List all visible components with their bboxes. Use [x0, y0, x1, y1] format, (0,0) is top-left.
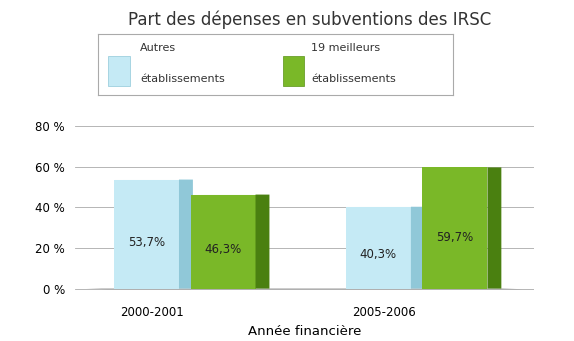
Polygon shape: [411, 207, 425, 288]
Text: Part des dépenses en subventions des IRSC: Part des dépenses en subventions des IRS…: [129, 10, 491, 29]
Text: 59,7%: 59,7%: [436, 231, 474, 244]
Bar: [346, 207, 411, 288]
Text: 40,3%: 40,3%: [360, 248, 397, 261]
Text: 46,3%: 46,3%: [204, 242, 242, 256]
Text: Autres: Autres: [140, 43, 176, 53]
Polygon shape: [179, 180, 193, 288]
Bar: [191, 195, 255, 288]
Polygon shape: [487, 167, 501, 288]
FancyBboxPatch shape: [108, 56, 130, 86]
Bar: [114, 180, 179, 288]
Text: 19 meilleurs: 19 meilleurs: [311, 43, 380, 53]
Bar: [422, 167, 487, 288]
Text: établissements: établissements: [140, 74, 225, 84]
FancyBboxPatch shape: [282, 56, 304, 86]
X-axis label: Année financière: Année financière: [247, 325, 361, 338]
Polygon shape: [86, 288, 522, 289]
Text: 53,7%: 53,7%: [128, 236, 165, 249]
Polygon shape: [255, 195, 269, 288]
Text: établissements: établissements: [311, 74, 396, 84]
